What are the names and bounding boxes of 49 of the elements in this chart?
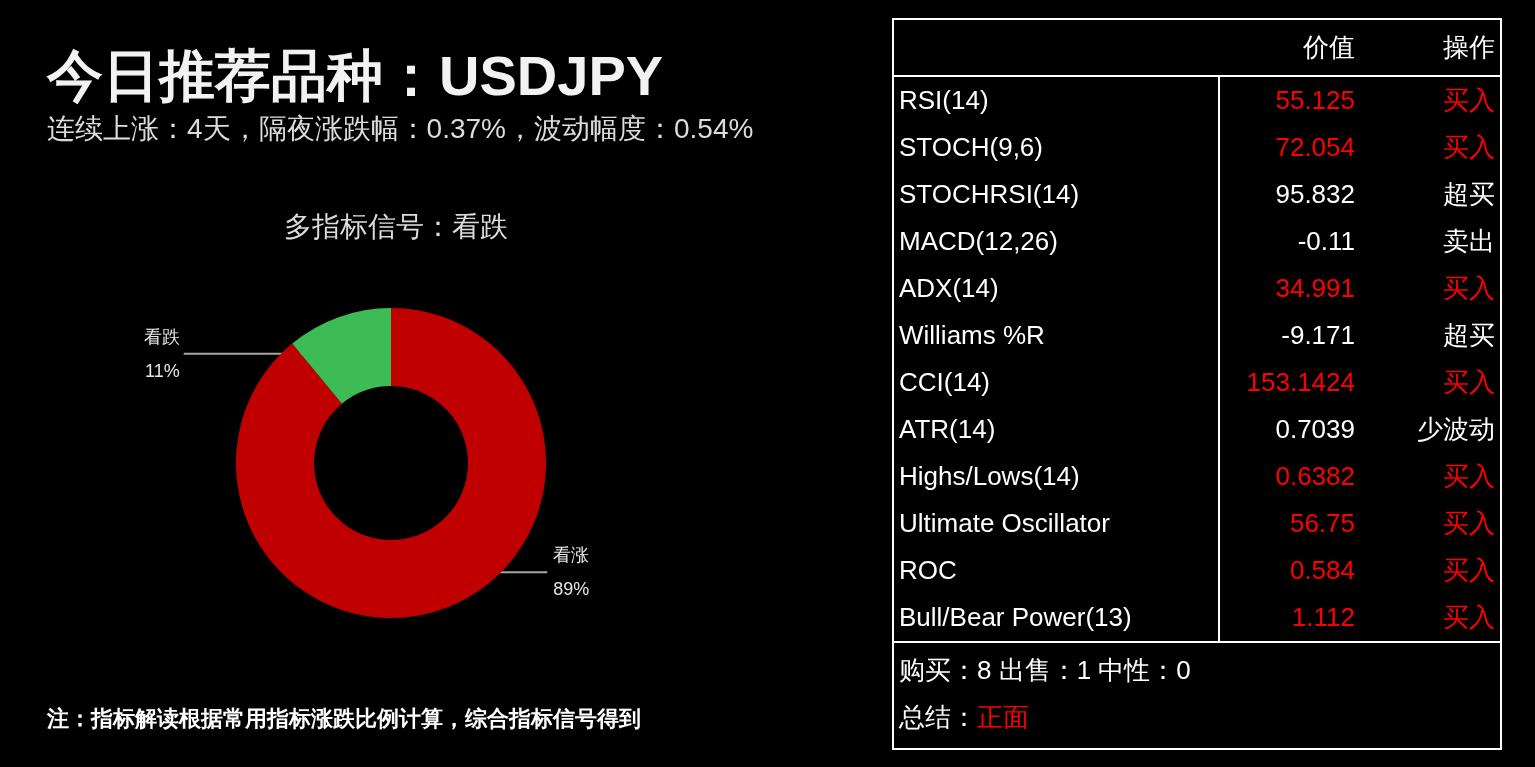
text: 95.832 [1275,179,1355,209]
text: 买入 [1443,461,1495,491]
category-label: RSI(14) [899,85,989,115]
category-label: Bull/Bear Power(13) [899,602,1132,632]
category-label: Williams %R [899,320,1045,350]
text: 1.112 [1291,602,1355,632]
text: 55.125 [1275,85,1355,115]
text: 连续上涨：4天，隔夜涨跌幅：0.37%，波动幅度：0.54% [47,112,754,146]
text: 正面 [977,702,1029,732]
text: 72.054 [1275,132,1355,162]
text: -0.11 [1297,226,1355,256]
text: 卖出 [1443,226,1495,256]
text: 注：指标解读根据常用指标涨跌比例计算，综合指标信号得到 [46,705,641,731]
category-label: ATR(14) [899,414,996,444]
category-label: 操作 [1442,31,1496,64]
category-label: Ultimate Oscillator [899,508,1110,538]
text: 买入 [1443,555,1495,585]
text: 买入 [1443,508,1495,538]
data-label: 11% [145,360,180,381]
text: 购买：8 出售：1 中性：0 [899,654,1192,687]
slice-label: 看涨 [553,545,590,566]
text: 153.1424 [1246,367,1355,397]
category-label: STOCH(9,6) [899,132,1043,162]
text: 买入 [1443,85,1495,115]
text: 买入 [1443,273,1495,303]
chart-title: 多指标信号：看跌 [284,210,508,242]
text: 0.7039 [1275,414,1355,444]
text: 少波动 [1417,414,1495,444]
text: 买入 [1443,602,1495,632]
category-label: STOCHRSI(14) [899,179,1080,209]
text: 34.991 [1275,273,1355,303]
category-label: ROC [899,555,957,585]
text: 超买 [1443,320,1495,350]
text: 买入 [1443,367,1495,397]
slice-label: 看跌 [143,326,180,347]
text: 0.6382 [1275,461,1355,491]
text: 56.75 [1289,508,1355,538]
text: 0.584 [1289,555,1355,585]
data-label: 89% [553,579,590,600]
text: -9.171 [1281,320,1355,350]
category-label: Highs/Lows(14) [899,461,1080,491]
text: 超买 [1443,179,1495,209]
text: 总结： [899,702,977,732]
category-label: CCI(14) [899,367,991,397]
text: 买入 [1443,132,1495,162]
category-label: MACD(12,26) [899,226,1058,256]
category-label: ADX(14) [899,273,999,303]
text: 今日推荐品种：USDJPY [47,43,665,109]
category-label: 价值 [1302,31,1355,64]
